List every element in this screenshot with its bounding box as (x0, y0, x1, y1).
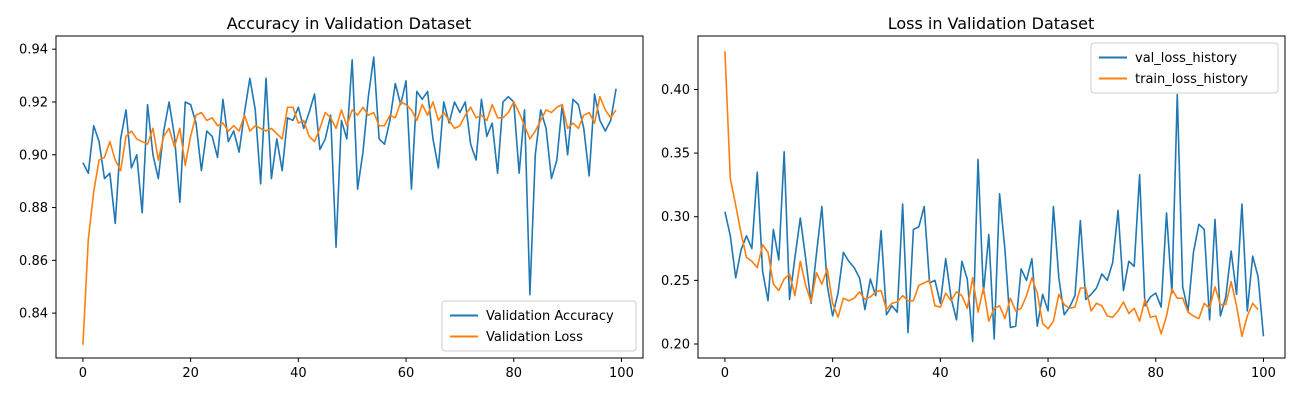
x-tick-label: 100 (1251, 366, 1276, 381)
x-tick-label: 40 (932, 366, 949, 381)
chart-title: Accuracy in Validation Dataset (227, 14, 472, 33)
legend-box (1090, 42, 1279, 94)
loss-chart-panel: Loss in Validation Dataset 0 20 40 60 80 100 … (661, 14, 1286, 381)
x-tick-label: 40 (290, 366, 307, 381)
y-axis-ticks: 0.84 0.86 0.88 0.90 0.92 0.94 (19, 43, 56, 322)
x-axis-ticks: 0 20 40 60 80 100 (721, 358, 1276, 381)
x-tick-label: 20 (182, 366, 199, 381)
y-tick-label: 0.30 (661, 210, 690, 225)
plot-frame (55, 35, 644, 359)
series-line-1 (724, 93, 1265, 343)
y-tick-label: 0.90 (19, 148, 48, 163)
x-tick-label: 20 (824, 366, 841, 381)
plot-lines-group (724, 51, 1265, 343)
x-tick-label: 80 (1147, 366, 1164, 381)
legend-label: Validation Loss (486, 330, 583, 345)
legend-label: Validation Accuracy (486, 309, 614, 324)
series-line-2 (82, 95, 617, 345)
chart-title: Loss in Validation Dataset (888, 14, 1095, 33)
series-line-2 (724, 51, 1259, 338)
y-tick-label: 0.40 (661, 83, 690, 98)
y-axis-ticks: 0.20 0.25 0.30 0.35 0.40 (661, 83, 698, 353)
legend-label: val_loss_history (1135, 51, 1237, 66)
x-tick-label: 60 (1040, 366, 1057, 381)
legend-label: train_loss_history (1135, 72, 1248, 87)
y-tick-label: 0.20 (661, 338, 690, 353)
legend-box (441, 300, 637, 352)
accuracy-chart-panel: Accuracy in Validation Dataset 0 20 40 60 80… (19, 14, 644, 381)
series-line-1 (82, 56, 617, 296)
y-tick-label: 0.88 (19, 201, 48, 216)
legend: Validation Accuracy Validation Loss (441, 300, 637, 352)
x-tick-label: 0 (79, 366, 87, 381)
x-tick-label: 100 (609, 366, 634, 381)
x-tick-label: 0 (721, 366, 729, 381)
plot-frame (697, 35, 1286, 359)
plot-lines-group (82, 56, 617, 345)
y-tick-label: 0.86 (19, 254, 48, 269)
y-tick-label: 0.94 (19, 43, 48, 58)
x-tick-label: 80 (505, 366, 522, 381)
x-tick-label: 60 (398, 366, 415, 381)
y-tick-label: 0.35 (661, 147, 690, 162)
x-axis-ticks: 0 20 40 60 80 100 (79, 358, 634, 381)
legend: val_loss_history train_loss_history (1090, 42, 1279, 94)
y-tick-label: 0.92 (19, 95, 48, 110)
y-tick-label: 0.25 (661, 274, 690, 289)
y-tick-label: 0.84 (19, 307, 48, 322)
